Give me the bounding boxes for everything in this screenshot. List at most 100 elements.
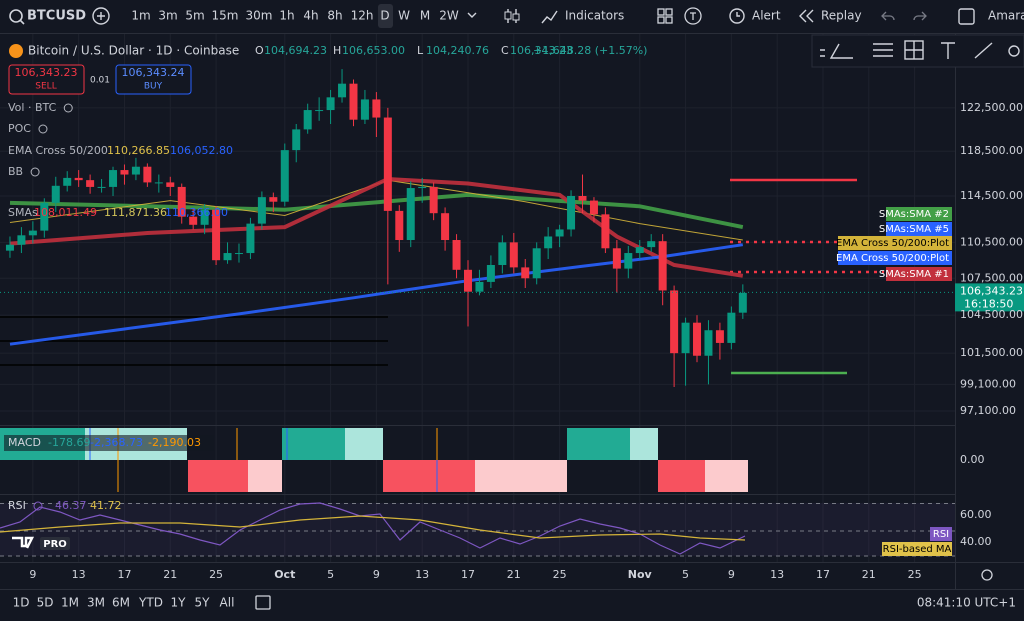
interval-button[interactable]: W <box>398 9 410 23</box>
candle-body <box>395 210 404 241</box>
goto-date[interactable] <box>255 595 271 610</box>
rsi-ma-line <box>0 515 746 541</box>
interval-button[interactable]: 30m <box>246 9 273 23</box>
drawing-tools[interactable] <box>820 40 1020 60</box>
interval-button[interactable]: 8h <box>327 9 342 23</box>
ohlc-key: L <box>417 44 424 57</box>
study-name: SMAs <box>8 206 38 219</box>
ma-line <box>9 192 744 230</box>
interval-button[interactable]: 1h <box>279 9 294 23</box>
alert-button[interactable]: Alert <box>752 9 781 23</box>
layout-icon[interactable] <box>657 8 673 24</box>
range-button[interactable]: YTD <box>138 596 163 610</box>
candle-body <box>326 97 335 111</box>
candle-body <box>257 197 266 224</box>
candle-body <box>131 166 140 175</box>
candle-body <box>475 281 484 292</box>
account-icon[interactable] <box>958 8 975 25</box>
series-tag-bg <box>838 251 952 265</box>
interval-button[interactable]: 12h <box>351 9 374 23</box>
alert-icon[interactable] <box>729 8 745 24</box>
buy-label[interactable]: BUY <box>144 82 163 92</box>
range-button[interactable]: 3M <box>87 596 105 610</box>
candle-body <box>97 186 106 188</box>
interval-button[interactable]: D <box>380 9 389 23</box>
redo[interactable] <box>913 11 927 21</box>
x-tick-label: 17 <box>816 568 830 581</box>
drawing-toolbar <box>811 34 1024 68</box>
interval-button[interactable]: 1m <box>131 9 150 23</box>
y-tick-label: 122,500.00 <box>960 101 1023 114</box>
visibility-icon[interactable] <box>63 103 73 113</box>
candle-body <box>223 253 232 261</box>
candle-body <box>349 83 358 120</box>
interval-button[interactable]: 3m <box>158 9 177 23</box>
x-tick-label: 5 <box>682 568 689 581</box>
series-title: Bitcoin / U.S. Dollar · 1D · Coinbase <box>28 44 239 58</box>
replay-icon[interactable] <box>799 9 814 23</box>
series-tag: EMA Cross 50/200:Plot <box>836 253 949 264</box>
undo[interactable] <box>881 11 895 21</box>
add-symbol[interactable] <box>92 7 110 25</box>
ma-line <box>9 176 744 278</box>
macd-name: MACD <box>8 436 41 449</box>
candle-body <box>738 292 747 313</box>
replay-button[interactable]: Replay <box>821 9 862 23</box>
ohlc-value: 104,240.76 <box>426 44 489 57</box>
sell-label[interactable]: SELL <box>35 82 56 92</box>
bottom-bar: 1D 5D 1M 3M 6M YTD 1Y 5Y All <box>13 596 235 610</box>
range-button[interactable]: 5Y <box>195 596 211 610</box>
indicators-icon[interactable] <box>541 10 558 24</box>
series-tag-bg <box>886 207 952 221</box>
histogram-block <box>658 460 705 492</box>
range-button[interactable]: 5D <box>37 596 54 610</box>
candle-body <box>681 322 690 354</box>
logo-mark <box>12 536 35 549</box>
candle-body <box>647 241 656 248</box>
chart-type-icon <box>512 13 520 21</box>
user-name[interactable]: Amara <box>988 9 1024 23</box>
range-button[interactable]: All <box>220 596 235 610</box>
x-tick-label: Nov <box>628 568 653 581</box>
interval-button[interactable]: 2W <box>439 9 459 23</box>
rsi-band-line <box>0 503 955 557</box>
y-tick-label: 101,500.00 <box>960 346 1023 359</box>
interval-dropdown[interactable] <box>467 12 477 18</box>
buy-price[interactable]: 106,343.24 <box>122 66 185 79</box>
interval-button[interactable]: 4h <box>303 9 318 23</box>
candle-body <box>120 170 129 175</box>
candle-body <box>17 235 26 245</box>
x-tick-label: 17 <box>461 568 475 581</box>
x-tick-label: 25 <box>908 568 922 581</box>
range-button[interactable]: 1Y <box>171 596 187 610</box>
interval-button[interactable]: 15m <box>212 9 239 23</box>
visibility-icon[interactable] <box>38 124 48 134</box>
settings-icon[interactable] <box>981 569 993 581</box>
logo-text: PRO <box>43 539 67 550</box>
range-button[interactable]: 6M <box>112 596 130 610</box>
sell-price[interactable]: 106,343.23 <box>15 66 78 79</box>
interval-button[interactable]: M <box>420 9 430 23</box>
rsi-name: RSI <box>8 499 26 512</box>
range-button[interactable]: 1D <box>13 596 30 610</box>
study-name: EMA Cross 50/200 <box>8 144 108 157</box>
candle-body <box>189 216 198 225</box>
range-button[interactable]: 1M <box>61 596 79 610</box>
candle-body <box>303 110 312 130</box>
candle-body <box>658 241 667 291</box>
histogram-block <box>188 460 248 492</box>
buy-button[interactable] <box>115 64 192 95</box>
template-icon[interactable] <box>684 7 702 25</box>
x-tick-label: 9 <box>29 568 36 581</box>
candle-body <box>200 209 209 225</box>
search-icon[interactable] <box>9 9 23 23</box>
visibility-icon[interactable] <box>30 167 40 177</box>
sell-button[interactable] <box>8 64 85 95</box>
interval-button[interactable]: 5m <box>185 9 204 23</box>
candle-body <box>338 83 347 98</box>
active-interval-bg <box>378 4 393 28</box>
indicators-button[interactable]: Indicators <box>565 9 624 23</box>
series-tag-bg <box>886 267 952 281</box>
symbol[interactable]: BTCUSD <box>27 9 86 24</box>
